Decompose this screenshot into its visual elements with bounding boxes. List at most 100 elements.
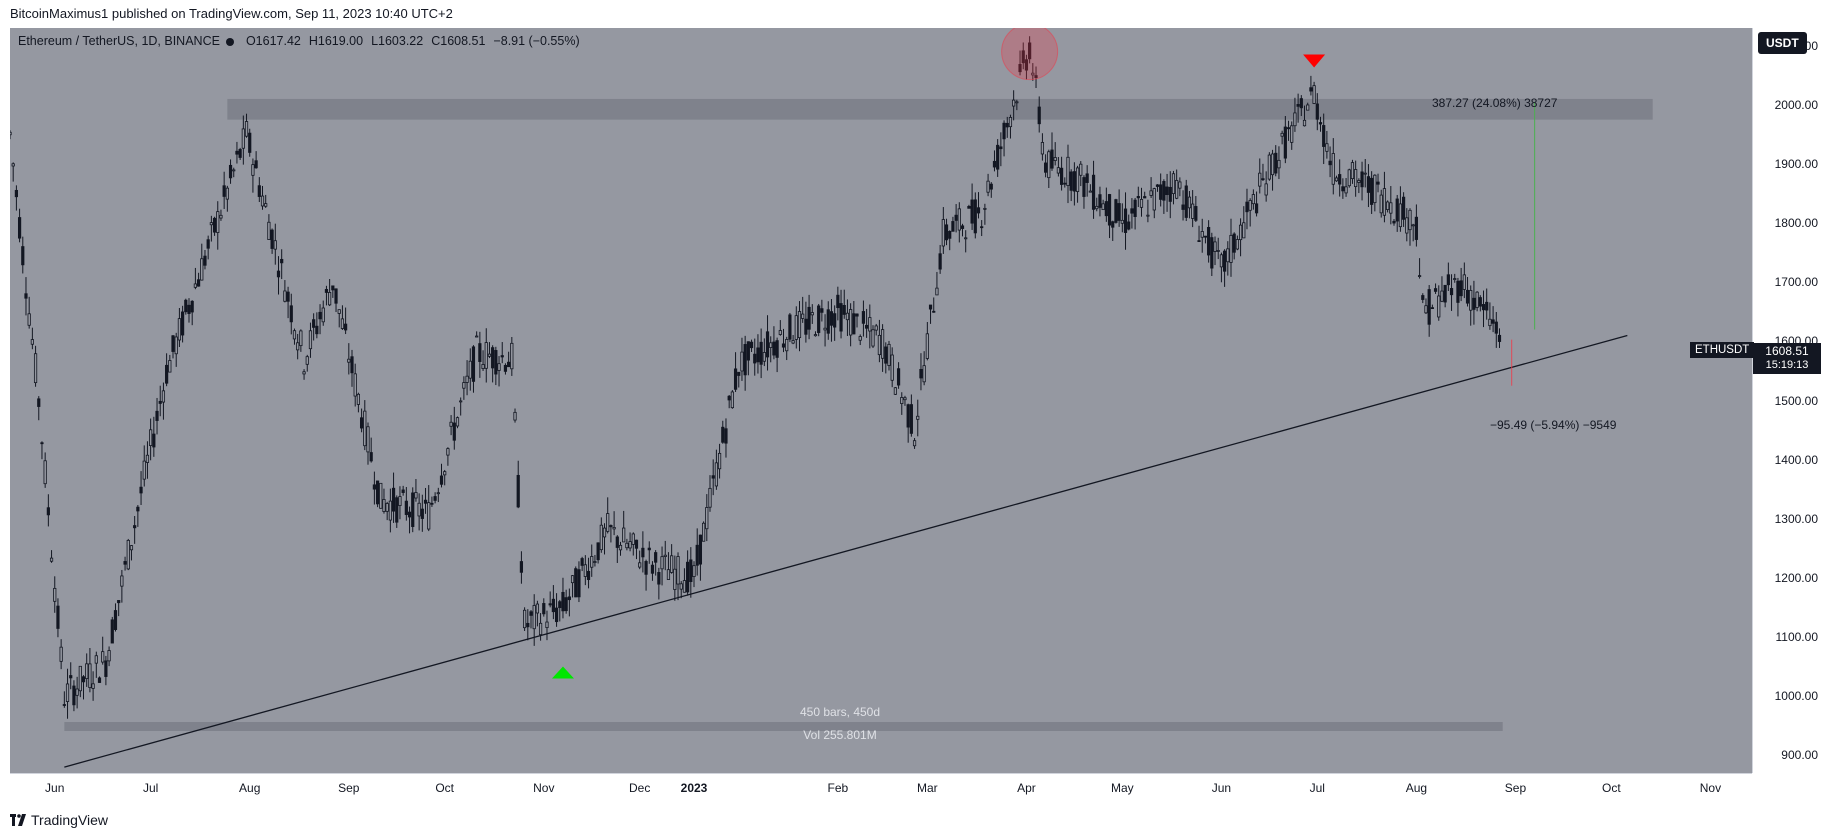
candle-body: [807, 306, 811, 330]
candle-body: [622, 527, 626, 543]
candle-body: [133, 525, 137, 529]
candle-body: [385, 503, 389, 512]
candle-body: [1366, 176, 1371, 193]
candle-body: [737, 371, 741, 376]
candle-body: [328, 292, 332, 306]
candle-body: [1152, 188, 1156, 211]
candle-body: [1360, 171, 1364, 188]
legend-low: L1603.22: [371, 34, 424, 48]
candle-body: [849, 309, 853, 336]
candle-body: [350, 356, 354, 374]
candle-body: [88, 663, 92, 689]
candle-body: [145, 454, 150, 463]
publish-line: BitcoinMaximus1 published on TradingView…: [10, 6, 453, 21]
candle-body: [769, 342, 773, 348]
candle-body: [46, 507, 50, 516]
candle-body: [1207, 226, 1211, 256]
candle-body: [260, 195, 265, 207]
candle-body: [1181, 204, 1185, 210]
candle-body: [727, 395, 731, 401]
currency-badge[interactable]: USDT: [1758, 32, 1807, 54]
legend-symbol[interactable]: Ethereum / TetherUS, 1D, BINANCE: [18, 34, 220, 48]
down-arrow-marker: [1303, 54, 1326, 68]
candle-body: [232, 169, 236, 172]
candle-body: [139, 486, 143, 494]
footer-brand-text: TradingView: [31, 812, 109, 828]
candle-body: [155, 410, 159, 421]
candle-body: [1280, 132, 1284, 137]
candle-body: [507, 361, 511, 368]
chart-plot-area[interactable]: [10, 28, 1752, 773]
legend-high: H1619.00: [308, 34, 364, 48]
candle-body: [1229, 234, 1233, 263]
candle-body: [1277, 159, 1281, 169]
candle-body: [478, 343, 482, 362]
price-axis[interactable]: 900.00 1000.00 1100.00 1200.00 1300.00 1400.0…: [1752, 28, 1827, 773]
candle-body: [948, 231, 952, 239]
candle-body: [1139, 198, 1144, 208]
time-tick-label: Oct: [1602, 781, 1621, 795]
candle-body: [868, 317, 872, 332]
candle-body: [497, 363, 501, 371]
candle-body: [212, 217, 217, 233]
candle-body: [980, 226, 984, 229]
candle-body: [401, 489, 405, 493]
candle-body: [228, 164, 233, 179]
candle-body: [535, 603, 539, 614]
candle-body: [1098, 194, 1102, 208]
candle-body: [264, 203, 268, 207]
candle-body: [970, 199, 974, 224]
candle-body: [1254, 203, 1259, 214]
candle-body: [203, 255, 207, 266]
candle-body: [682, 580, 687, 593]
candle-body: [1012, 99, 1016, 107]
candle-body: [1136, 196, 1140, 199]
candle-body: [318, 311, 322, 320]
candle-body: [117, 600, 121, 604]
candle-body: [17, 217, 22, 239]
symbol-price-tag: ETHUSDT: [1690, 342, 1755, 358]
circled-high-marker: [1001, 28, 1059, 81]
candle-body: [558, 601, 562, 609]
candle-body: [1072, 171, 1076, 192]
candle-body: [900, 397, 904, 404]
candle-body: [638, 562, 642, 568]
candle-body: [49, 557, 54, 562]
candle-body: [932, 310, 936, 313]
candle-body: [967, 206, 971, 209]
candle-body: [983, 207, 987, 210]
footer-brand[interactable]: TradingView: [10, 812, 108, 828]
candle-body: [1449, 288, 1454, 296]
candle-body: [366, 426, 370, 453]
candle-body: [1162, 181, 1166, 201]
candle-body: [1459, 280, 1463, 297]
candle-body: [321, 307, 325, 323]
candle-body: [296, 342, 300, 351]
candle-body: [1171, 173, 1176, 195]
candle-body: [912, 440, 917, 447]
candle-body: [1040, 142, 1045, 155]
candle-body: [960, 225, 965, 229]
candle-body: [27, 313, 31, 326]
candle-body: [673, 568, 677, 590]
ohlc-legend: Ethereum / TetherUS, 1D, BINANCE O1617.42…: [18, 34, 580, 48]
candle-body: [1491, 319, 1495, 324]
up-arrow-marker: [551, 666, 574, 679]
candle-body: [1334, 177, 1339, 182]
candle-body: [654, 552, 658, 563]
time-axis[interactable]: Jun Jul Aug Sep Oct Nov Dec 2023 Feb Mar Apr May Jun…: [10, 773, 1752, 802]
candle-body: [542, 603, 546, 615]
candle-body: [778, 330, 782, 335]
candle-body: [1184, 185, 1188, 218]
candle-body: [43, 460, 47, 485]
candle-body: [1306, 104, 1310, 111]
candle-body: [1053, 157, 1057, 161]
candle-body: [1168, 186, 1172, 202]
candle-body: [81, 676, 86, 683]
candle-body: [602, 527, 607, 538]
candle-body: [187, 304, 191, 314]
candle-body: [842, 305, 846, 315]
candle-body: [1015, 101, 1019, 104]
candle-body: [459, 400, 463, 403]
candle-body: [196, 279, 201, 287]
